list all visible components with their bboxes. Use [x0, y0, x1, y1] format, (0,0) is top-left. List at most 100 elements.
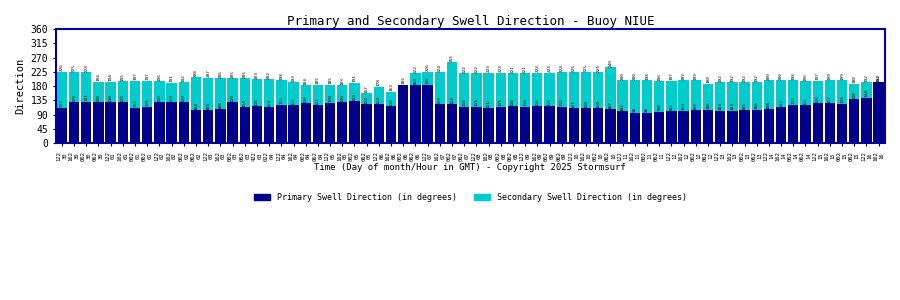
- Bar: [338, 102, 347, 143]
- Bar: [837, 80, 847, 143]
- Text: 129: 129: [72, 94, 76, 102]
- Text: 115: 115: [560, 99, 563, 106]
- Bar: [422, 85, 433, 143]
- Bar: [580, 108, 591, 143]
- Bar: [228, 102, 238, 143]
- Bar: [349, 83, 360, 143]
- Bar: [410, 73, 420, 143]
- Bar: [264, 107, 274, 143]
- Text: 195: 195: [121, 73, 125, 81]
- Bar: [606, 67, 616, 143]
- Text: 121: 121: [292, 97, 295, 104]
- Text: 185: 185: [401, 76, 405, 84]
- Bar: [727, 82, 737, 143]
- Text: 197: 197: [670, 73, 673, 80]
- Text: 185: 185: [328, 76, 332, 84]
- Bar: [813, 103, 823, 143]
- Text: 192: 192: [877, 74, 880, 82]
- Text: 115: 115: [474, 99, 479, 106]
- Text: 106: 106: [755, 101, 759, 109]
- Bar: [837, 103, 847, 143]
- Text: 129: 129: [230, 94, 235, 102]
- Bar: [312, 85, 323, 143]
- Text: 194: 194: [96, 74, 101, 81]
- Bar: [740, 82, 750, 143]
- Bar: [654, 81, 664, 143]
- Text: 221: 221: [523, 65, 527, 73]
- Text: 110: 110: [597, 100, 600, 108]
- Text: 222: 222: [463, 65, 466, 73]
- Bar: [276, 80, 286, 143]
- Bar: [398, 92, 409, 143]
- Text: 226: 226: [426, 63, 429, 71]
- Bar: [215, 78, 226, 143]
- Bar: [472, 107, 482, 143]
- Text: 112: 112: [60, 100, 64, 107]
- Bar: [715, 111, 725, 143]
- Text: 116: 116: [255, 98, 259, 106]
- Bar: [496, 107, 506, 143]
- Text: 193: 193: [292, 74, 295, 82]
- Text: 116: 116: [389, 98, 393, 106]
- Text: 105: 105: [206, 102, 211, 110]
- Text: 115: 115: [499, 99, 503, 106]
- Text: 122: 122: [791, 96, 796, 104]
- Bar: [654, 112, 664, 143]
- Bar: [264, 79, 274, 143]
- Text: 124: 124: [450, 96, 454, 104]
- Bar: [252, 79, 262, 143]
- Text: 192: 192: [731, 74, 734, 82]
- Text: 224: 224: [85, 64, 88, 72]
- Bar: [203, 78, 213, 143]
- Bar: [679, 111, 688, 143]
- Bar: [57, 72, 68, 143]
- Bar: [386, 106, 396, 143]
- Bar: [166, 83, 176, 143]
- Text: 185: 185: [426, 76, 429, 84]
- Text: 200: 200: [621, 72, 625, 80]
- Text: 192: 192: [718, 74, 722, 82]
- Text: 125: 125: [840, 95, 844, 103]
- Bar: [740, 110, 750, 143]
- Bar: [239, 78, 250, 143]
- Bar: [130, 108, 140, 143]
- Bar: [154, 81, 165, 143]
- Text: 198: 198: [645, 72, 649, 80]
- Text: 121: 121: [316, 97, 320, 104]
- Bar: [569, 108, 579, 143]
- Text: 222: 222: [474, 65, 479, 73]
- Text: 105: 105: [694, 102, 698, 110]
- Bar: [642, 113, 652, 143]
- Bar: [824, 103, 835, 143]
- Bar: [374, 104, 384, 143]
- Text: 205: 205: [230, 70, 235, 78]
- Text: 107: 107: [608, 101, 613, 109]
- Bar: [690, 80, 701, 143]
- X-axis label: Time (Day of month/Hour in GMT) - Copyright 2025 Stormsurf: Time (Day of month/Hour in GMT) - Copyri…: [314, 164, 626, 172]
- Bar: [703, 110, 713, 143]
- Text: 103: 103: [681, 102, 686, 110]
- Bar: [642, 80, 652, 143]
- Text: 255: 255: [450, 54, 454, 62]
- Bar: [191, 77, 202, 143]
- Bar: [142, 107, 152, 143]
- Legend: Primary Swell Direction (in degrees), Secondary Swell Direction (in degrees): Primary Swell Direction (in degrees), Se…: [250, 190, 690, 205]
- Text: 104: 104: [194, 102, 198, 110]
- Bar: [142, 81, 152, 143]
- Bar: [105, 102, 116, 143]
- Bar: [606, 109, 616, 143]
- Text: 221: 221: [511, 65, 515, 73]
- Text: 127: 127: [828, 95, 832, 103]
- Bar: [338, 85, 347, 143]
- Text: 113: 113: [267, 99, 271, 107]
- Bar: [252, 106, 262, 143]
- Bar: [178, 102, 189, 143]
- Text: 222: 222: [413, 65, 418, 73]
- Text: 223: 223: [536, 64, 539, 72]
- Text: 183: 183: [340, 77, 345, 85]
- Bar: [483, 108, 494, 143]
- Text: 240: 240: [608, 59, 613, 67]
- Bar: [508, 106, 518, 143]
- Bar: [556, 107, 567, 143]
- Text: 203: 203: [255, 71, 259, 79]
